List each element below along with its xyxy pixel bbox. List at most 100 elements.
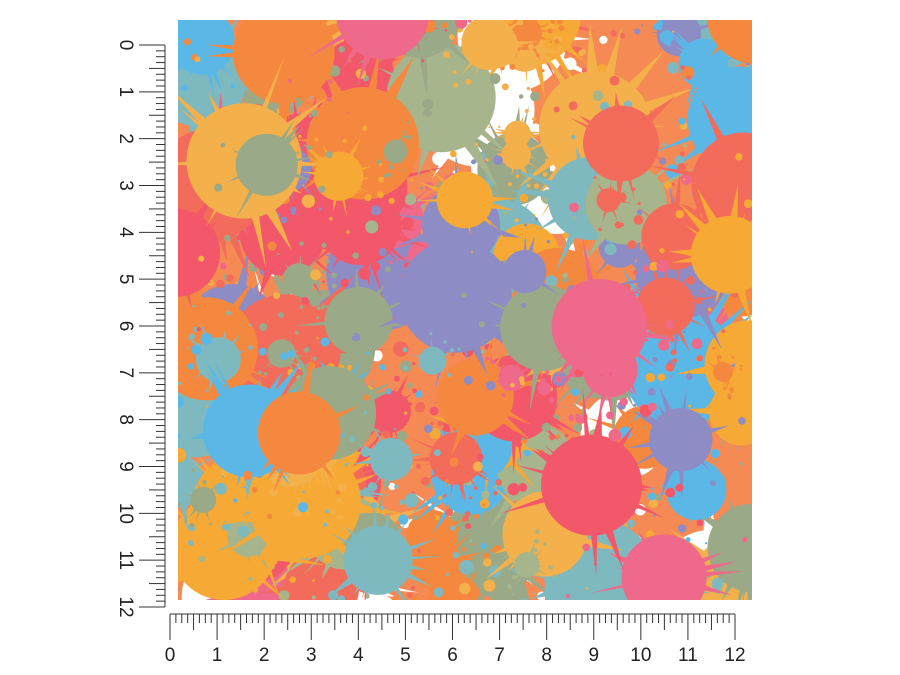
droplet <box>564 433 569 438</box>
splat-spike <box>652 113 743 153</box>
splat-spike <box>543 525 624 551</box>
droplet <box>378 162 382 167</box>
droplet <box>387 3 391 7</box>
droplet <box>613 176 619 181</box>
droplet <box>545 370 550 374</box>
droplet <box>488 126 491 129</box>
splat-spike <box>596 285 639 330</box>
droplet <box>433 449 441 457</box>
droplet <box>299 376 303 381</box>
droplet <box>489 73 501 85</box>
droplet <box>528 630 543 645</box>
droplet <box>237 525 249 538</box>
droplet <box>525 236 529 240</box>
droplet <box>473 486 478 490</box>
droplet <box>304 44 312 52</box>
droplet <box>346 364 353 370</box>
droplet <box>707 307 712 312</box>
droplet <box>507 483 520 496</box>
droplet <box>798 272 803 277</box>
droplet <box>156 294 167 305</box>
droplet <box>269 488 278 497</box>
droplet <box>429 332 433 336</box>
droplet <box>367 482 378 492</box>
droplet <box>287 78 292 84</box>
droplet <box>503 0 510 3</box>
splat-spike <box>722 184 738 256</box>
droplet <box>517 621 525 629</box>
droplet <box>122 243 128 249</box>
droplet <box>770 70 774 74</box>
droplet <box>682 178 686 181</box>
h-ruler-label: 1 <box>212 645 223 666</box>
droplet <box>248 345 253 350</box>
splat-spike <box>196 479 205 501</box>
splat-spike <box>294 429 335 481</box>
droplet <box>648 402 657 412</box>
droplet <box>704 611 706 613</box>
droplet <box>302 184 305 187</box>
droplet <box>604 243 617 256</box>
splat-spike <box>320 303 362 327</box>
splat-spike <box>635 291 669 313</box>
droplet <box>404 134 408 139</box>
v-ruler-label: 9 <box>115 461 136 472</box>
droplet <box>649 261 659 271</box>
droplet <box>771 51 775 55</box>
droplet <box>569 202 579 213</box>
droplet <box>166 431 168 433</box>
splat-spike <box>215 532 250 553</box>
splat-spike <box>413 359 434 368</box>
droplet <box>487 283 492 287</box>
splat <box>259 252 431 390</box>
droplet <box>729 15 734 20</box>
droplet <box>184 520 187 524</box>
splat-spike <box>754 38 769 44</box>
h-ruler-label: 9 <box>588 645 599 666</box>
splat-spike <box>294 5 383 16</box>
splat-spike <box>204 359 255 435</box>
splat-spike <box>742 361 752 379</box>
v-ruler-label: 8 <box>115 414 136 425</box>
droplet <box>430 421 434 425</box>
droplet <box>557 20 563 25</box>
droplet <box>647 492 656 501</box>
splat-spike <box>372 424 394 461</box>
h-ruler-label: 10 <box>630 645 651 666</box>
droplet <box>274 581 278 585</box>
splat-spike <box>474 42 491 78</box>
droplet <box>168 525 173 530</box>
droplet <box>138 36 143 41</box>
droplet <box>130 357 137 364</box>
splat <box>258 330 317 382</box>
droplet <box>444 478 449 483</box>
droplet <box>251 486 258 493</box>
droplet <box>816 628 819 631</box>
droplet <box>524 449 531 457</box>
droplet <box>382 644 386 648</box>
splat-spike <box>522 268 560 296</box>
droplet <box>206 458 210 462</box>
droplet <box>553 106 560 113</box>
splat-spike <box>460 199 471 235</box>
droplet <box>194 56 201 63</box>
droplet <box>325 150 333 159</box>
droplet <box>524 108 529 113</box>
droplet <box>391 596 399 600</box>
splat-spike <box>524 122 597 151</box>
droplet <box>330 509 337 515</box>
droplet <box>466 623 470 627</box>
droplet <box>573 423 583 433</box>
droplet <box>187 363 195 370</box>
splat-spike <box>178 480 179 484</box>
droplet <box>338 45 345 53</box>
droplet <box>502 97 505 100</box>
h-ruler-label: 3 <box>306 645 317 666</box>
droplet <box>246 0 256 9</box>
droplet <box>225 616 232 623</box>
droplet <box>421 599 422 600</box>
droplet <box>220 593 228 600</box>
splat <box>382 420 503 522</box>
droplet <box>761 75 765 79</box>
droplet <box>786 395 796 405</box>
